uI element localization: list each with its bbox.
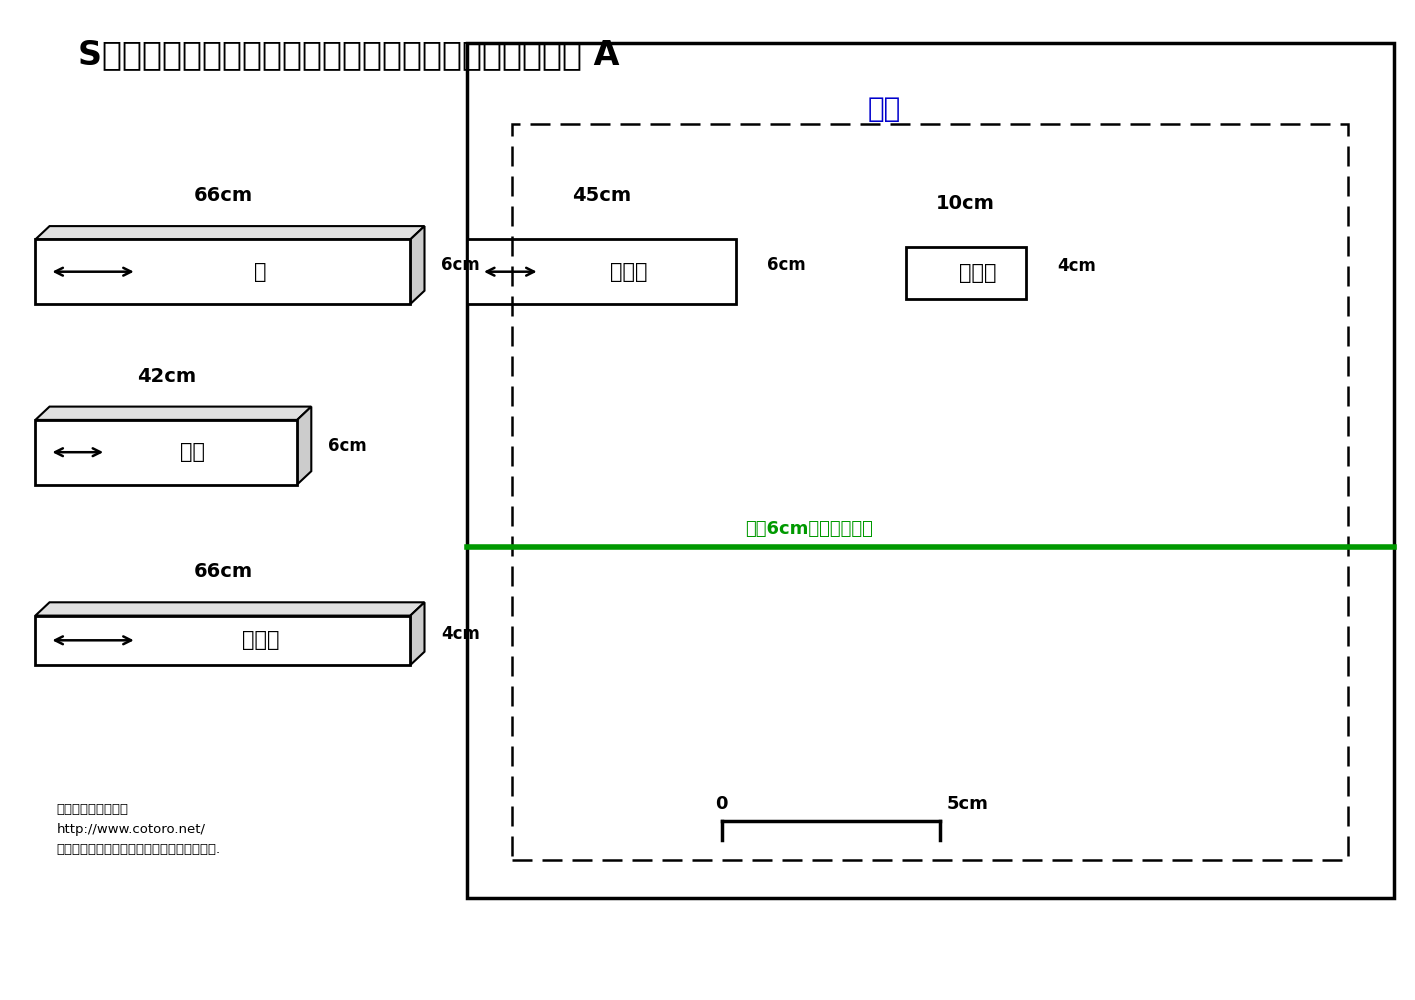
Text: Sサイズダッフィー等、縫いぐるみの長着（着物）型紙 A: Sサイズダッフィー等、縫いぐるみの長着（着物）型紙 A xyxy=(78,38,620,71)
Bar xyxy=(467,43,1394,898)
Text: 4cm: 4cm xyxy=(441,625,480,643)
Text: 丈を6cm短くする場合: 丈を6cm短くする場合 xyxy=(744,520,873,538)
Text: 42cm: 42cm xyxy=(137,367,195,386)
Polygon shape xyxy=(1026,234,1040,299)
Polygon shape xyxy=(297,407,311,485)
Text: 6cm: 6cm xyxy=(328,437,366,455)
Text: 66cm: 66cm xyxy=(194,562,252,581)
Text: 無 料 型 紙 工 房 こ と ろ: 無 料 型 紙 工 房 こ と ろ xyxy=(519,391,896,436)
Text: 6cm: 6cm xyxy=(441,256,480,274)
Text: スソ: スソ xyxy=(867,95,900,123)
Polygon shape xyxy=(410,602,424,665)
Bar xyxy=(35,239,410,304)
Polygon shape xyxy=(906,234,1040,247)
Polygon shape xyxy=(35,226,424,239)
Text: このラインで型紙Bと繋げる: このラインで型紙Bと繋げる xyxy=(608,962,807,986)
Text: 共襲: 共襲 xyxy=(180,442,205,462)
Polygon shape xyxy=(467,226,750,239)
Text: 5cm: 5cm xyxy=(947,795,989,813)
Polygon shape xyxy=(35,407,311,420)
Bar xyxy=(467,239,736,304)
Text: 伊達襲: 伊達襲 xyxy=(242,630,279,650)
Text: 0: 0 xyxy=(716,795,729,813)
Polygon shape xyxy=(736,226,750,304)
Text: 無料型紙工房ことろ
http://www.cotoro.net/
型紙の無断転載・再配布・販売を禁止します.: 無料型紙工房ことろ http://www.cotoro.net/ 型紙の無断転載… xyxy=(57,803,221,856)
Polygon shape xyxy=(410,226,424,304)
Text: 10cm: 10cm xyxy=(937,194,995,213)
Text: 66cm: 66cm xyxy=(194,186,252,205)
Text: 襲: 襲 xyxy=(255,262,266,282)
Bar xyxy=(512,123,1348,860)
Bar xyxy=(35,616,410,665)
Text: 4cm: 4cm xyxy=(1057,257,1095,275)
Text: http：//www.cotoro.net: http：//www.cotoro.net xyxy=(495,470,835,499)
Text: 45cm: 45cm xyxy=(572,186,631,205)
Text: 6cm: 6cm xyxy=(767,256,805,274)
Text: 接着芯: 接着芯 xyxy=(959,263,996,283)
Bar xyxy=(906,247,1026,299)
Text: 美容襲: 美容襲 xyxy=(610,262,647,282)
Polygon shape xyxy=(35,602,424,616)
Bar xyxy=(35,420,297,485)
